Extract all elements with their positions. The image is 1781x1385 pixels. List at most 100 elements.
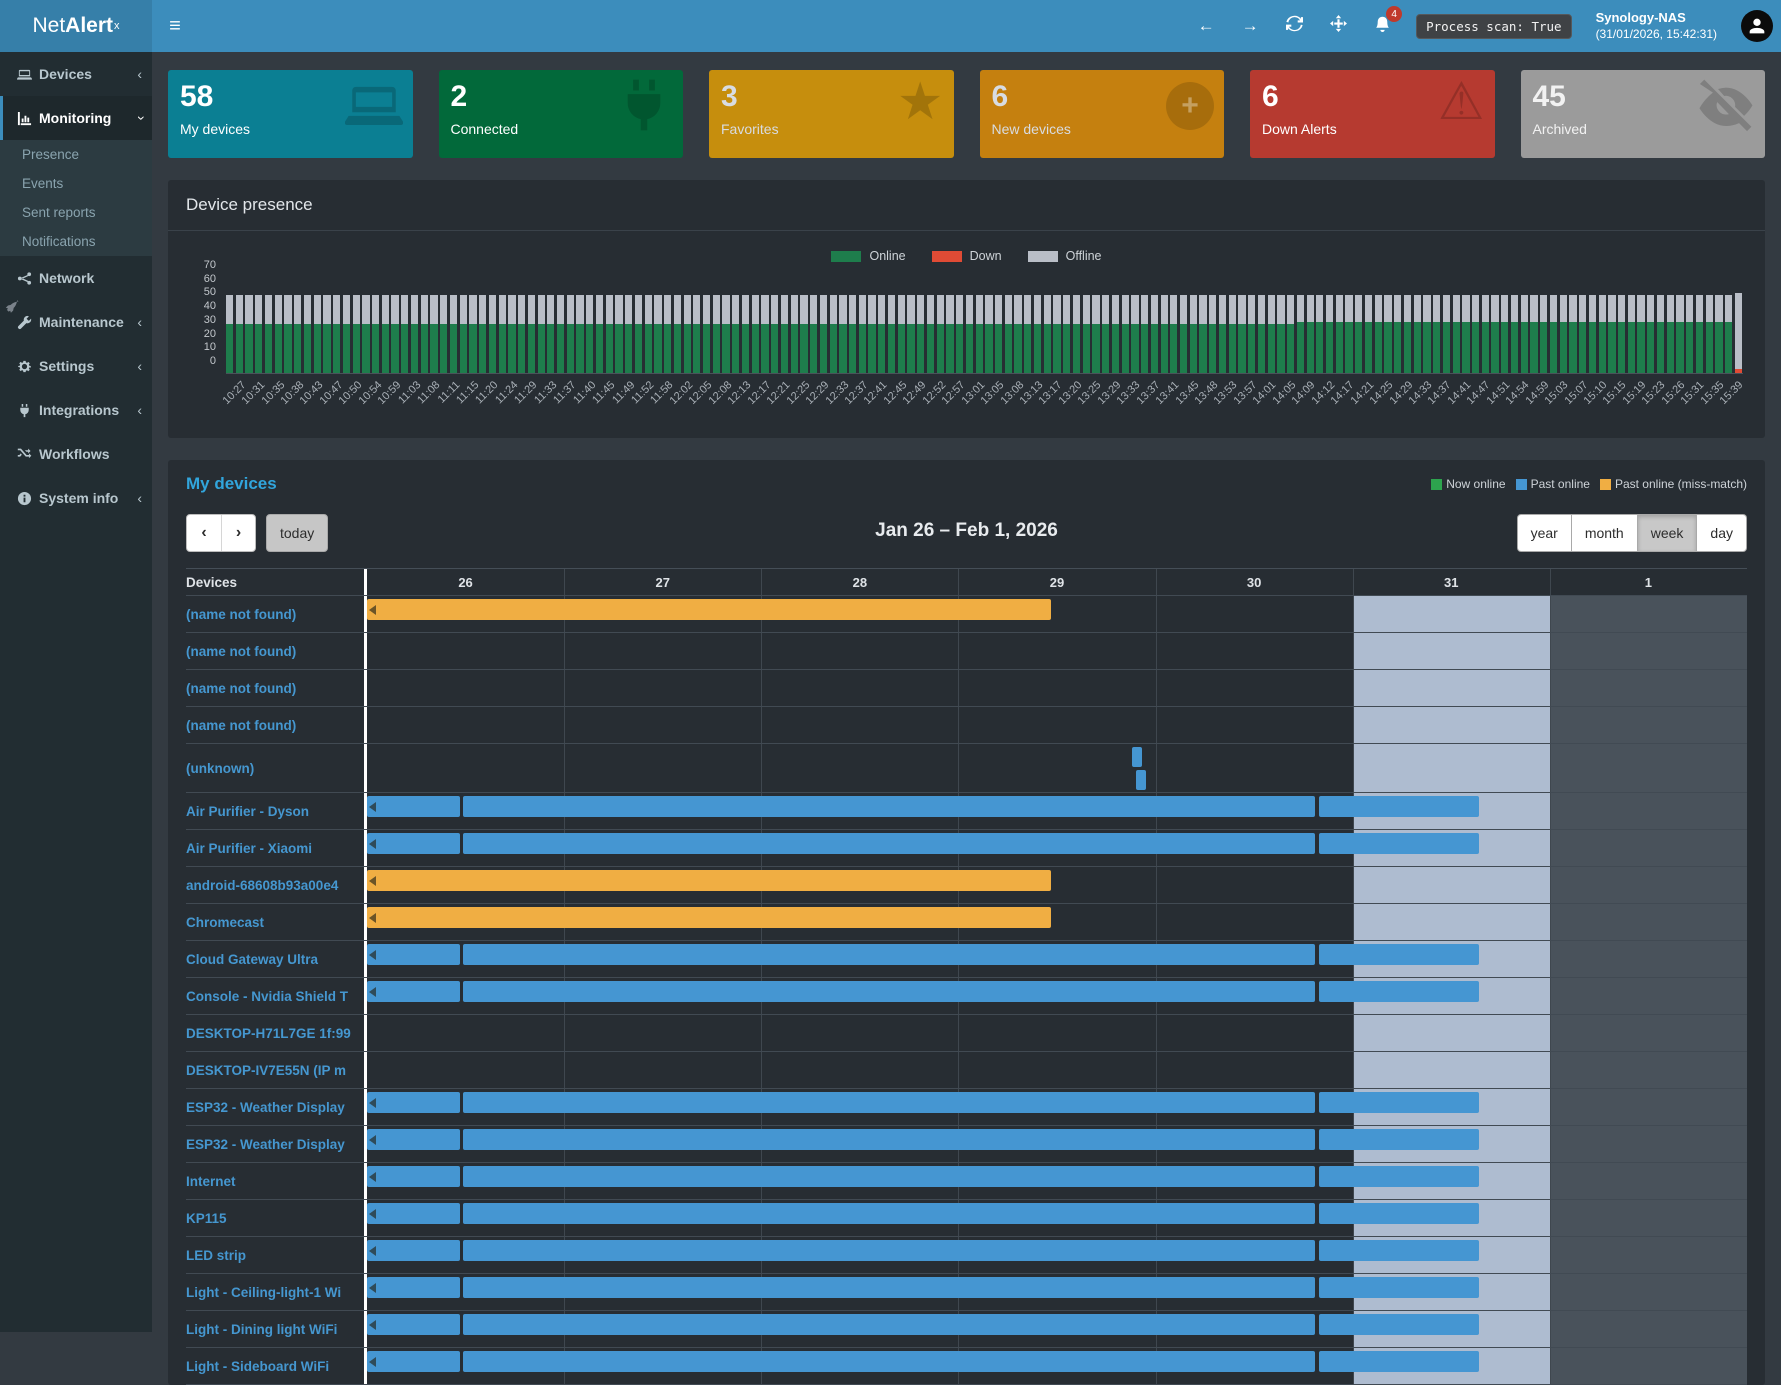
event-bar-past[interactable]: [367, 981, 460, 1002]
event-bar-past[interactable]: [367, 1092, 460, 1113]
event-bar-past[interactable]: [367, 1240, 460, 1261]
event-bar-past[interactable]: [1319, 1092, 1479, 1113]
day-number-header[interactable]: 28: [761, 569, 958, 595]
event-bar-past[interactable]: [367, 1351, 460, 1372]
sidebar-item-settings[interactable]: Settings‹: [0, 344, 152, 388]
event-bar-past[interactable]: [1319, 796, 1479, 817]
event-bar-past[interactable]: [367, 1166, 460, 1187]
sidebar-item-devices[interactable]: Devices‹: [0, 52, 152, 96]
event-bar-past[interactable]: [1319, 1351, 1479, 1372]
sidebar-item-integrations[interactable]: Integrations‹: [0, 388, 152, 432]
view-button-year[interactable]: year: [1517, 514, 1572, 552]
device-name-link[interactable]: Internet: [186, 1174, 236, 1189]
device-name-link[interactable]: android-68608b93a00e4: [186, 878, 338, 893]
sidebar-toggle-icon[interactable]: ≡: [152, 0, 198, 52]
presence-bar: [888, 295, 895, 373]
device-name-link[interactable]: (name not found): [186, 644, 296, 659]
user-avatar[interactable]: [1741, 10, 1773, 42]
event-bar-past[interactable]: [463, 1277, 1316, 1298]
event-bar-past[interactable]: [463, 1240, 1316, 1261]
prev-button[interactable]: ‹: [187, 515, 221, 551]
event-bar-past[interactable]: [463, 1203, 1316, 1224]
device-name-link[interactable]: LED strip: [186, 1248, 246, 1263]
event-bar-past[interactable]: [463, 1129, 1316, 1150]
device-name-link[interactable]: Light - Dining light WiFi: [186, 1322, 337, 1337]
device-name-link[interactable]: Light - Sideboard WiFi: [186, 1359, 329, 1374]
event-bar-past[interactable]: [367, 1203, 460, 1224]
event-bar-past[interactable]: [1319, 981, 1479, 1002]
sidebar-item-workflows[interactable]: Workflows: [0, 432, 152, 476]
device-name-link[interactable]: (unknown): [186, 761, 254, 776]
event-bar-past[interactable]: [1319, 1277, 1479, 1298]
sidebar-subitem-sent-reports[interactable]: Sent reports: [0, 198, 152, 227]
event-bar-past[interactable]: [1319, 1129, 1479, 1150]
event-bar-past[interactable]: [463, 1092, 1316, 1113]
event-bar-past[interactable]: [1319, 944, 1479, 965]
view-button-month[interactable]: month: [1572, 514, 1638, 552]
event-bar-past[interactable]: [367, 1277, 460, 1298]
day-number-header[interactable]: 26: [367, 569, 564, 595]
view-button-day[interactable]: day: [1697, 514, 1747, 552]
device-name-link[interactable]: Light - Ceiling-light-1 Wi: [186, 1285, 341, 1300]
today-button[interactable]: today: [266, 514, 328, 552]
event-bar-past[interactable]: [1319, 833, 1479, 854]
device-name-link[interactable]: DESKTOP-H71L7GE 1f:99: [186, 1026, 351, 1041]
event-bar-past[interactable]: [463, 1351, 1316, 1372]
device-name-link[interactable]: (name not found): [186, 718, 296, 733]
day-number-header[interactable]: 1: [1550, 569, 1747, 595]
sidebar-subitem-events[interactable]: Events: [0, 169, 152, 198]
event-bar-past[interactable]: [1319, 1240, 1479, 1261]
event-bar-mismatch[interactable]: [367, 907, 1051, 928]
sidebar-item-system-info[interactable]: System info‹: [0, 476, 152, 520]
day-number-header[interactable]: 29: [958, 569, 1155, 595]
event-bar-past[interactable]: [367, 944, 460, 965]
event-bar-past[interactable]: [463, 796, 1316, 817]
event-bar-past[interactable]: [463, 944, 1316, 965]
device-name-link[interactable]: (name not found): [186, 681, 296, 696]
sidebar-item-monitoring[interactable]: Monitoring‹: [0, 96, 152, 140]
event-bar-past[interactable]: [463, 833, 1316, 854]
device-name-link[interactable]: KP115: [186, 1211, 227, 1226]
device-name-link[interactable]: ESP32 - Weather Display: [186, 1137, 345, 1152]
next-button[interactable]: ›: [221, 515, 255, 551]
sidebar-subitem-notifications[interactable]: Notifications: [0, 227, 152, 256]
notifications-bell-icon[interactable]: 4: [1372, 15, 1392, 37]
sidebar-subitem-presence[interactable]: Presence: [0, 140, 152, 169]
forward-icon[interactable]: →: [1240, 16, 1260, 36]
event-bar-past[interactable]: [1136, 770, 1146, 790]
device-name-link[interactable]: Air Purifier - Xiaomi: [186, 841, 312, 856]
day-number-header[interactable]: 31: [1353, 569, 1550, 595]
event-bar-past[interactable]: [463, 1166, 1316, 1187]
event-bar-past[interactable]: [1132, 747, 1142, 767]
event-bar-past[interactable]: [463, 981, 1316, 1002]
device-name-link[interactable]: ESP32 - Weather Display: [186, 1100, 345, 1115]
event-bar-mismatch[interactable]: [367, 870, 1051, 891]
device-name-link[interactable]: (name not found): [186, 607, 296, 622]
device-name-link[interactable]: Chromecast: [186, 915, 264, 930]
sidebar-item-network[interactable]: Network: [0, 256, 152, 300]
event-bar-past[interactable]: [1319, 1203, 1479, 1224]
event-bar-past[interactable]: [367, 833, 460, 854]
event-bar-past[interactable]: [367, 1129, 460, 1150]
device-name-link[interactable]: Console - Nvidia Shield T: [186, 989, 348, 1004]
day-number-header[interactable]: 27: [564, 569, 761, 595]
day-number-header[interactable]: 30: [1156, 569, 1353, 595]
device-name-link[interactable]: Cloud Gateway Ultra: [186, 952, 318, 967]
view-button-week[interactable]: week: [1638, 514, 1698, 552]
device-name-link[interactable]: Air Purifier - Dyson: [186, 804, 309, 819]
sidebar-item-maintenance[interactable]: Maintenance‹: [0, 300, 152, 344]
event-bar-past[interactable]: [367, 796, 460, 817]
refresh-icon[interactable]: [1284, 15, 1304, 37]
device-name-link[interactable]: DESKTOP-IV7E55N (IP m: [186, 1063, 346, 1078]
event-bar-mismatch[interactable]: [367, 599, 1051, 620]
move-arrows-icon[interactable]: [1328, 15, 1348, 37]
event-bar-past[interactable]: [1319, 1166, 1479, 1187]
back-icon[interactable]: ←: [1196, 16, 1216, 36]
